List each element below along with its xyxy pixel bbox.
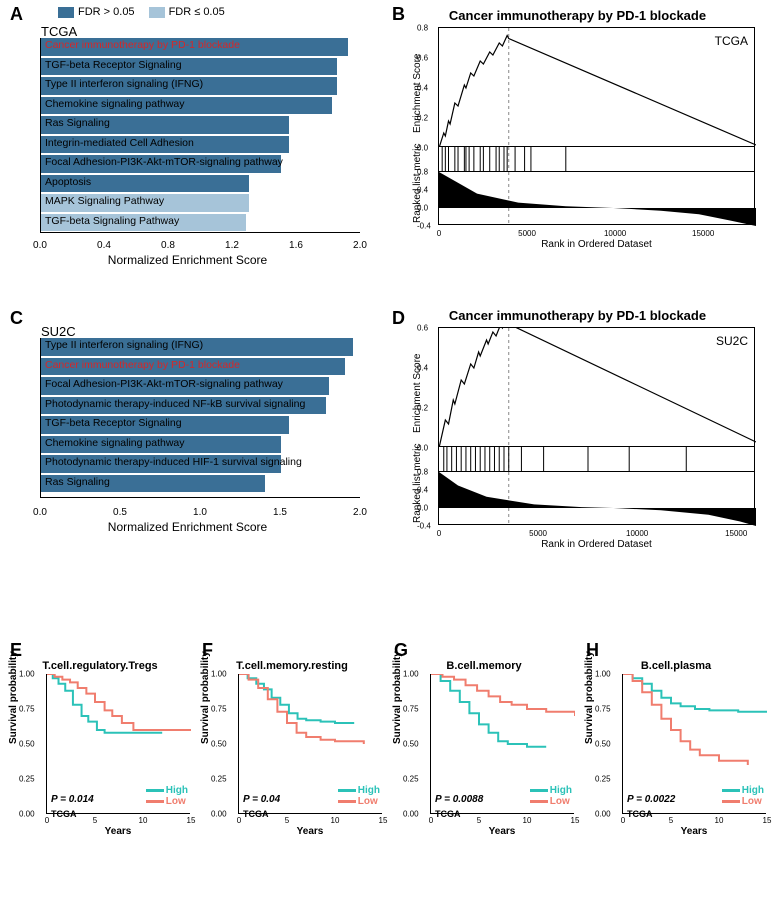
km-legend: HighLow [338,785,380,807]
legend-swatch-light [149,7,165,18]
gsea-title-B: Cancer immunotherapy by PD-1 blockade [400,8,755,23]
km-dataset: TCGA [627,809,653,819]
bar-label: TGF-beta Signaling Pathway [45,215,179,227]
km-plot-H: B.cell.plasmaSurvival probability0.000.2… [586,660,766,855]
panel-label-A: A [10,4,23,25]
bar-label: Focal Adhesion-PI3K-Akt-mTOR-signaling p… [45,378,283,390]
x-tick: 2.0 [353,507,367,518]
bar-label: Chemokine signaling pathway [45,437,185,449]
km-pvalue: P = 0.04 [243,794,280,805]
bar-label: MAPK Signaling Pathway [45,195,164,207]
x-tick: 2.0 [353,240,367,251]
km-legend: HighLow [722,785,764,807]
gsea-tcga: Cancer immunotherapy by PD-1 blockade En… [400,8,755,273]
x-tick: 1.6 [289,240,303,251]
bar-label: TGF-beta Receptor Signaling [45,59,182,71]
bar-label: TGF-beta Receptor Signaling [45,417,182,429]
bar-label: Type II interferon signaling (IFNG) [45,78,203,90]
barchart-tcga: TCGA Cancer immunotherapy by PD-1 blocka… [15,38,360,263]
legend-fdr: FDR > 0.05 FDR ≤ 0.05 [58,6,225,18]
bar-label: Photodynamic therapy-induced NF-kB survi… [45,398,305,410]
km-plot-G: B.cell.memorySurvival probability0.000.2… [394,660,574,855]
gsea-su2c: Cancer immunotherapy by PD-1 blockade En… [400,308,755,573]
dataset-label-C: SU2C [41,324,76,339]
panel-label-C: C [10,308,23,329]
bar-label: Ras Signaling [45,117,110,129]
x-tick: 1.0 [193,507,207,518]
x-tick: 1.5 [273,507,287,518]
gsea-title-D: Cancer immunotherapy by PD-1 blockade [400,308,755,323]
x-tick: 0.5 [113,507,127,518]
x-tick: 0.0 [33,240,47,251]
km-xlabel: Years [622,826,766,837]
km-xlabel: Years [238,826,382,837]
x-tick: 0.0 [33,507,47,518]
km-legend: HighLow [146,785,188,807]
bar-label: Photodynamic therapy-induced HIF-1 survi… [45,456,302,468]
km-plot-F: T.cell.memory.restingSurvival probabilit… [202,660,382,855]
bar-label: Ras Signaling [45,476,110,488]
km-dataset: TCGA [435,809,461,819]
legend-swatch-dark [58,7,74,18]
bar-label: Apoptosis [45,176,91,188]
km-xlabel: Years [430,826,574,837]
bar-label: Cancer immunotherapy by PD-1 blockade [45,359,240,371]
km-dataset: TCGA [51,809,77,819]
xlabel-B: Rank in Ordered Dataset [438,239,755,250]
km-ylabel: Survival probability [584,651,595,744]
x-tick: 0.4 [97,240,111,251]
x-tick: 1.2 [225,240,239,251]
km-ylabel: Survival probability [8,651,19,744]
dataset-label-A: TCGA [41,24,77,39]
km-pvalue: P = 0.014 [51,794,94,805]
km-plot-E: T.cell.regulatory.TregsSurvival probabil… [10,660,190,855]
bar-label: Cancer immunotherapy by PD-1 blockade [45,39,240,51]
km-ylabel: Survival probability [392,651,403,744]
km-pvalue: P = 0.0022 [627,794,675,805]
km-title: B.cell.plasma [586,660,766,672]
km-legend: HighLow [530,785,572,807]
bar-label: Chemokine signaling pathway [45,98,185,110]
km-title: T.cell.regulatory.Tregs [10,660,190,672]
km-title: B.cell.memory [394,660,574,672]
km-title: T.cell.memory.resting [202,660,382,672]
km-dataset: TCGA [243,809,269,819]
x-label-A: Normalized Enrichment Score [15,253,360,267]
bar-label: Focal Adhesion-PI3K-Akt-mTOR-signaling p… [45,156,283,168]
km-pvalue: P = 0.0088 [435,794,483,805]
barchart-su2c: SU2C Type II interferon signaling (IFNG)… [15,338,360,538]
x-label-C: Normalized Enrichment Score [15,520,360,534]
x-tick: 0.8 [161,240,175,251]
xlabel-D: Rank in Ordered Dataset [438,539,755,550]
bar-label: Integrin-mediated Cell Adhesion [45,137,194,149]
km-xlabel: Years [46,826,190,837]
bar-label: Type II interferon signaling (IFNG) [45,339,203,351]
km-ylabel: Survival probability [200,651,211,744]
